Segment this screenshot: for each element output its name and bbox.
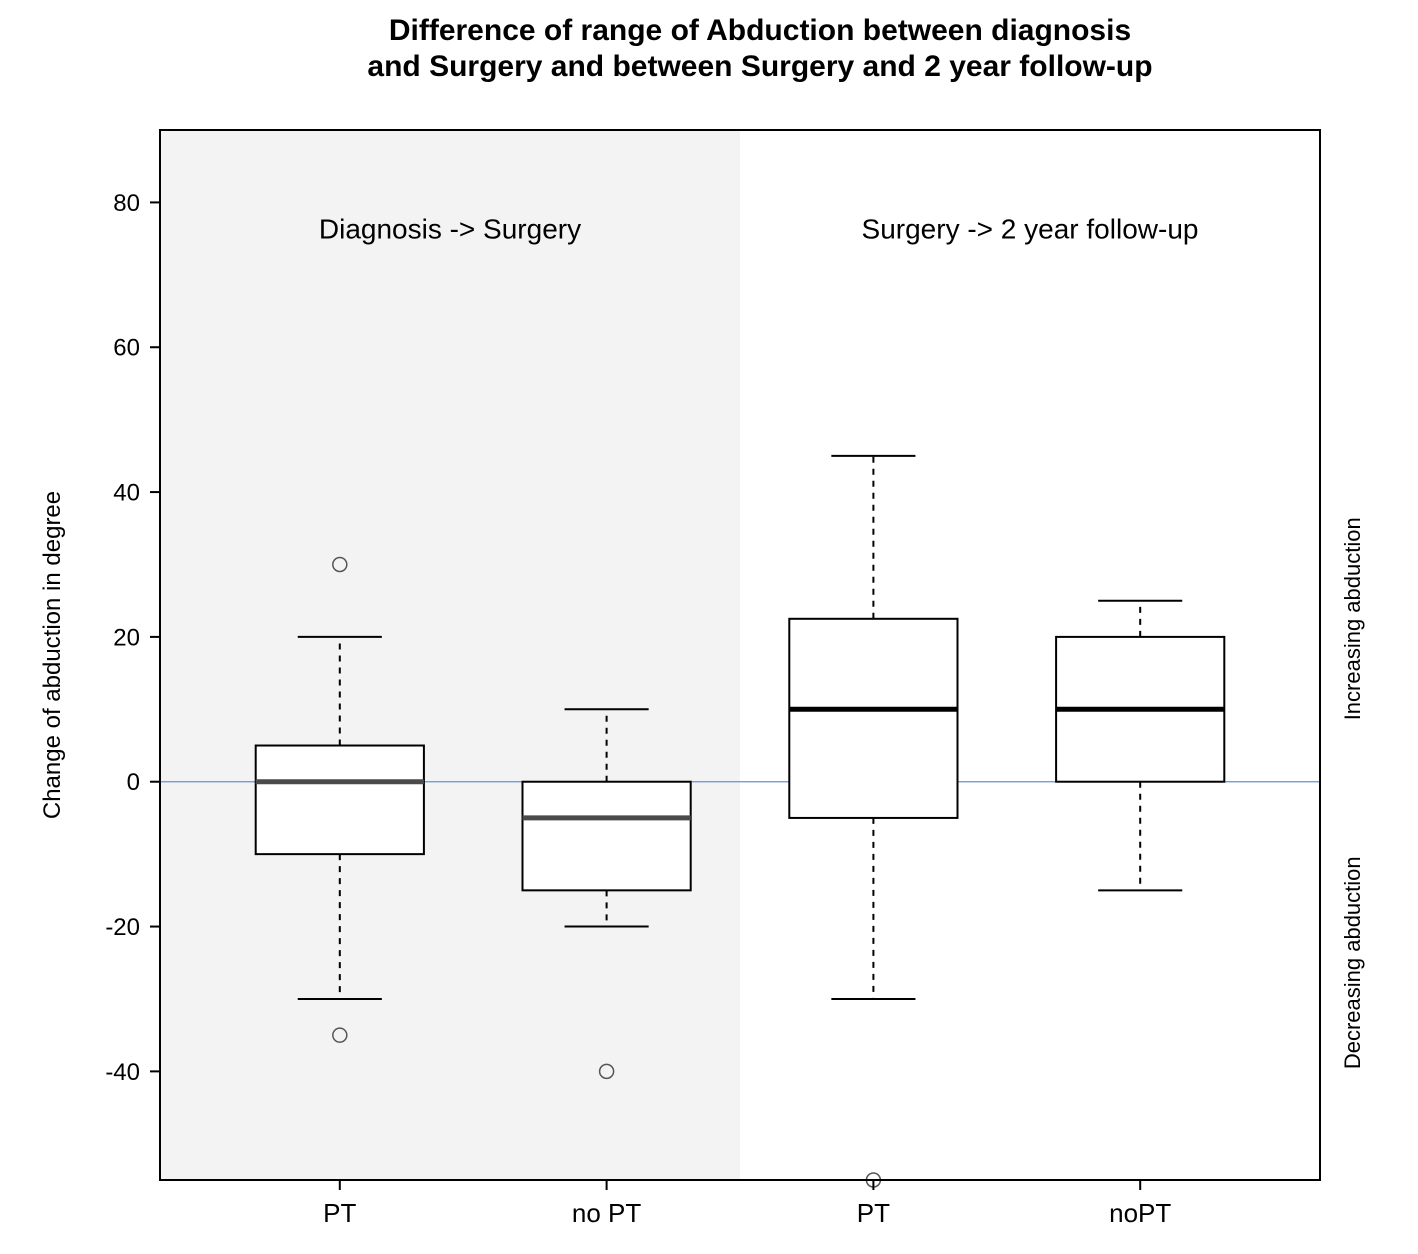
boxplot-svg: Difference of range of Abduction between…: [0, 0, 1418, 1254]
box: [523, 782, 691, 891]
y-tick-label: 80: [113, 190, 140, 217]
left-panel-bg: [160, 130, 740, 1180]
y-axis-label: Change of abduction in degree: [39, 491, 66, 819]
right-label-increasing: Increasing abduction: [1340, 517, 1365, 720]
x-tick-label: PT: [857, 1198, 890, 1228]
x-tick-label: no PT: [572, 1198, 641, 1228]
y-tick-label: -20: [105, 914, 140, 941]
panel-label-right: Surgery -> 2 year follow-up: [862, 214, 1199, 245]
title-line-1: Difference of range of Abduction between…: [389, 14, 1131, 47]
chart-container: Difference of range of Abduction between…: [0, 0, 1418, 1254]
x-tick-label: PT: [323, 1198, 356, 1228]
y-tick-label: 40: [113, 479, 140, 506]
y-tick-label: 60: [113, 335, 140, 362]
y-tick-label: -40: [105, 1059, 140, 1086]
box: [256, 746, 424, 855]
chart-title: Difference of range of Abduction between…: [367, 14, 1152, 83]
right-label-decreasing: Decreasing abduction: [1340, 856, 1365, 1069]
box: [789, 619, 957, 818]
y-tick-label: 20: [113, 624, 140, 651]
title-line-2: and Surgery and between Surgery and 2 ye…: [367, 50, 1152, 83]
y-tick-label: 0: [127, 769, 140, 796]
x-tick-label: noPT: [1109, 1198, 1171, 1228]
panel-label-left: Diagnosis -> Surgery: [319, 214, 581, 245]
